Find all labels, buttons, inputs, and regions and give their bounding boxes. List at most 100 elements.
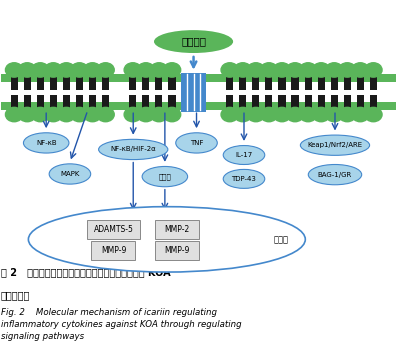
Bar <box>344 73 351 112</box>
Bar <box>370 90 377 95</box>
Circle shape <box>247 63 264 77</box>
Circle shape <box>44 107 62 122</box>
Ellipse shape <box>23 133 69 153</box>
Circle shape <box>273 63 291 77</box>
Bar <box>142 90 149 95</box>
Text: BAG-1/GR: BAG-1/GR <box>318 171 352 178</box>
Circle shape <box>58 63 75 77</box>
Bar <box>265 90 272 95</box>
Circle shape <box>58 107 75 122</box>
Bar <box>76 73 83 112</box>
Ellipse shape <box>223 146 265 165</box>
Bar <box>76 90 83 95</box>
Text: 图 2   淫羊藿苷通过调控信号通路调节炎性因子防治 KOA: 图 2 淫羊藿苷通过调控信号通路调节炎性因子防治 KOA <box>1 267 170 277</box>
Circle shape <box>44 63 62 77</box>
Bar <box>168 73 175 112</box>
Circle shape <box>84 63 101 77</box>
Bar <box>278 90 285 95</box>
Circle shape <box>339 63 356 77</box>
Bar <box>37 90 44 95</box>
Bar <box>102 90 109 95</box>
Text: MMP-2: MMP-2 <box>164 225 189 234</box>
Ellipse shape <box>29 207 305 272</box>
Bar <box>239 73 247 112</box>
Text: 起激素: 起激素 <box>158 173 171 180</box>
Bar <box>11 73 18 112</box>
FancyBboxPatch shape <box>155 220 198 239</box>
Circle shape <box>6 107 23 122</box>
Bar <box>63 73 70 112</box>
Text: MMP-9: MMP-9 <box>164 246 189 255</box>
Text: TDP-43: TDP-43 <box>231 176 256 182</box>
Circle shape <box>97 63 114 77</box>
Circle shape <box>326 63 343 77</box>
Bar <box>318 73 325 112</box>
Circle shape <box>286 63 304 77</box>
Bar <box>357 73 364 112</box>
Ellipse shape <box>223 169 265 188</box>
Circle shape <box>71 107 88 122</box>
Circle shape <box>31 63 49 77</box>
Bar <box>278 73 285 112</box>
Circle shape <box>234 63 252 77</box>
Circle shape <box>365 107 382 122</box>
Circle shape <box>234 107 252 122</box>
Circle shape <box>352 63 369 77</box>
Bar <box>291 73 299 112</box>
Circle shape <box>137 107 154 122</box>
Bar <box>318 90 325 95</box>
Text: MMP-9: MMP-9 <box>101 246 126 255</box>
Circle shape <box>163 63 181 77</box>
Circle shape <box>19 63 36 77</box>
Circle shape <box>163 107 181 122</box>
Circle shape <box>31 107 49 122</box>
Bar <box>50 73 57 112</box>
Circle shape <box>299 107 317 122</box>
Circle shape <box>326 107 343 122</box>
Circle shape <box>150 107 168 122</box>
Ellipse shape <box>142 166 188 187</box>
Circle shape <box>6 63 23 77</box>
Bar <box>1 74 396 82</box>
Circle shape <box>84 107 101 122</box>
Circle shape <box>299 63 317 77</box>
FancyBboxPatch shape <box>87 220 141 239</box>
Text: ADAMTS-5: ADAMTS-5 <box>94 225 133 234</box>
Bar <box>304 73 312 112</box>
Bar <box>142 73 149 112</box>
Text: Keap1/Nrf2/ARE: Keap1/Nrf2/ARE <box>307 142 362 148</box>
Circle shape <box>247 107 264 122</box>
Circle shape <box>365 63 382 77</box>
Bar <box>331 90 338 95</box>
Bar <box>265 73 272 112</box>
Bar <box>63 90 70 95</box>
Text: Fig. 2    Molecular mechanism of icariin regulating
inflammatory cytokines again: Fig. 2 Molecular mechanism of icariin re… <box>1 308 241 341</box>
Bar <box>239 90 247 95</box>
Circle shape <box>352 107 369 122</box>
Circle shape <box>312 107 330 122</box>
Bar <box>102 73 109 112</box>
Bar <box>226 73 233 112</box>
Text: TNF: TNF <box>190 140 203 146</box>
Bar <box>129 73 137 112</box>
Bar <box>89 73 96 112</box>
Ellipse shape <box>49 164 91 184</box>
Circle shape <box>312 63 330 77</box>
Circle shape <box>339 107 356 122</box>
Bar <box>89 90 96 95</box>
Circle shape <box>71 63 88 77</box>
Text: 的分子机制: 的分子机制 <box>1 290 30 300</box>
Ellipse shape <box>176 133 217 153</box>
Bar <box>129 90 137 95</box>
Bar <box>155 73 162 112</box>
Bar <box>37 73 44 112</box>
Bar <box>24 73 31 112</box>
Bar <box>168 90 175 95</box>
Bar <box>226 90 233 95</box>
Circle shape <box>273 107 291 122</box>
Circle shape <box>221 63 239 77</box>
Text: 细胞核: 细胞核 <box>274 235 289 244</box>
Circle shape <box>97 107 114 122</box>
Bar <box>155 90 162 95</box>
FancyBboxPatch shape <box>155 241 198 260</box>
